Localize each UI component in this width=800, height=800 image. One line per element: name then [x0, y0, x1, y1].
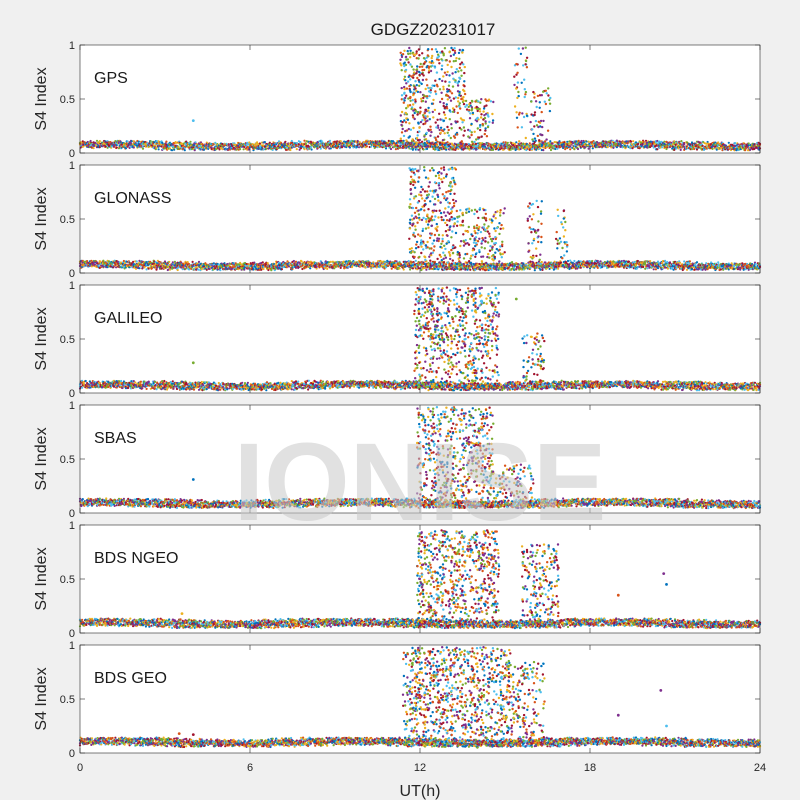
baseline-point — [194, 149, 196, 151]
baseline-point — [138, 141, 140, 143]
baseline-point — [366, 145, 368, 147]
baseline-point — [340, 140, 342, 142]
axes-background — [80, 45, 760, 153]
baseline-point — [311, 148, 313, 150]
chart-title: GDGZ20231017 — [371, 20, 496, 39]
baseline-point — [329, 140, 331, 142]
baseline-point — [142, 148, 144, 150]
baseline-point — [510, 149, 512, 151]
baseline-point — [346, 145, 348, 147]
baseline-point — [418, 149, 420, 151]
baseline-point — [289, 149, 291, 151]
baseline-point — [515, 141, 517, 143]
baseline-point — [239, 148, 241, 150]
baseline-point — [422, 148, 424, 150]
baseline-point — [356, 146, 358, 148]
baseline-point — [284, 141, 286, 143]
baseline-point — [445, 149, 447, 151]
baseline-point — [173, 149, 175, 151]
baseline-point — [184, 149, 186, 151]
baseline-point — [437, 141, 439, 143]
baseline-point — [505, 141, 507, 143]
baseline-point — [96, 140, 98, 142]
baseline-point — [529, 142, 531, 144]
baseline-point — [262, 148, 264, 150]
baseline-point — [447, 141, 449, 143]
baseline-point — [245, 144, 247, 146]
baseline-point — [87, 141, 89, 143]
baseline-point — [421, 141, 423, 143]
baseline-point — [539, 147, 541, 149]
baseline-point — [349, 146, 351, 148]
baseline-point — [93, 145, 95, 147]
baseline-point — [389, 146, 391, 148]
baseline-point — [303, 140, 305, 142]
baseline-point — [359, 141, 361, 143]
baseline-point — [531, 148, 533, 150]
baseline-point — [520, 148, 522, 150]
baseline-point — [92, 147, 94, 149]
baseline-point — [507, 142, 509, 144]
baseline-point — [158, 148, 160, 150]
baseline-point — [265, 148, 267, 150]
baseline-point — [426, 148, 428, 150]
baseline-point — [300, 147, 302, 149]
baseline-point — [116, 147, 118, 149]
baseline-point — [243, 148, 245, 150]
baseline-point — [189, 141, 191, 143]
baseline-point — [259, 142, 261, 144]
baseline-point — [131, 140, 133, 142]
baseline-point — [385, 147, 387, 149]
baseline-point — [475, 143, 477, 145]
baseline-point — [330, 147, 332, 149]
baseline-point — [320, 148, 322, 150]
baseline-point — [274, 145, 276, 147]
baseline-point — [264, 141, 266, 143]
baseline-point — [99, 140, 101, 142]
baseline-point — [512, 142, 514, 144]
baseline-point — [296, 148, 298, 150]
baseline-point — [486, 147, 488, 149]
baseline-point — [165, 141, 167, 143]
baseline-point — [126, 140, 128, 142]
baseline-point — [298, 143, 300, 145]
baseline-point — [310, 146, 312, 148]
baseline-point — [390, 148, 392, 150]
baseline-point — [182, 144, 184, 146]
s4-index-figure: GDGZ20231017 00.51S4 Index GPS00.51S4 Ind… — [0, 0, 800, 800]
